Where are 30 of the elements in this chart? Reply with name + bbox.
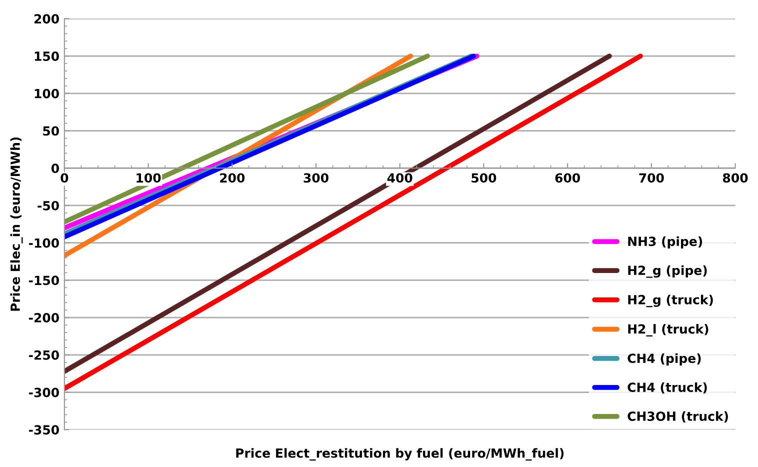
y-axis-title: Price Elec_in (euro/MWh) <box>10 137 23 311</box>
y-tick-label: -300 <box>28 388 59 398</box>
x-axis-title: Price Elect_restitution by fuel (euro/MWh_fuel) <box>236 448 564 461</box>
y-tick-label: -350 <box>28 425 59 435</box>
y-tick-label: -200 <box>28 313 59 322</box>
y-tick-label: -150 <box>28 276 59 286</box>
y-tick-label: -250 <box>28 350 59 360</box>
legend-label: CH3OH (truck) <box>628 411 728 422</box>
y-tick-label: -50 <box>38 200 59 210</box>
x-tick-label: 300 <box>304 173 328 183</box>
x-tick-label: 200 <box>220 173 245 183</box>
y-tick-label: 0 <box>51 164 59 174</box>
legend-label: CH4 (truck) <box>628 382 707 394</box>
legend-label: NH3 (pipe) <box>628 236 702 249</box>
y-tick-label: -100 <box>28 238 59 248</box>
legend-label: CH4 (pipe) <box>628 353 701 366</box>
y-tick-label: 50 <box>43 126 59 136</box>
x-tick-label: 0 <box>60 173 68 183</box>
x-tick-label: 400 <box>387 173 412 183</box>
y-tick-label: 150 <box>34 52 59 61</box>
x-tick-label: 800 <box>722 173 748 183</box>
legend-label: H2_g (pipe) <box>628 265 707 278</box>
y-tick-label: 100 <box>34 88 59 98</box>
x-tick-label: 700 <box>639 173 664 183</box>
x-tick-label: 600 <box>555 173 580 183</box>
y-tick-label: 200 <box>34 14 59 24</box>
legend-label: H2_g (truck) <box>628 294 713 308</box>
legend-label: H2_l (truck) <box>628 324 708 336</box>
x-tick-label: 500 <box>472 173 496 183</box>
x-tick-label: 100 <box>136 173 161 183</box>
